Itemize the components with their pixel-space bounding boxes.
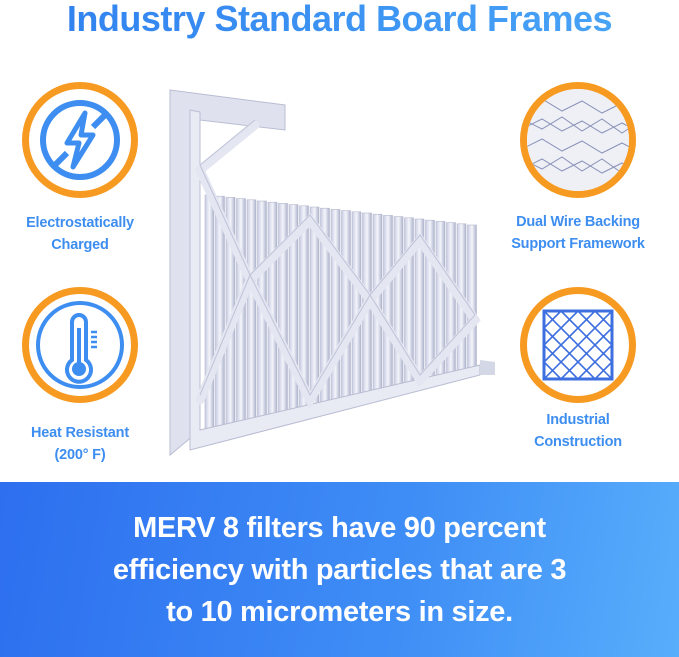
- filter-pleat: [278, 203, 288, 413]
- feature-label-electrostatic: Electrostatically Charged: [0, 212, 170, 256]
- label-line: Electrostatically: [26, 215, 134, 231]
- banner-line: efficiency with particles that are 3: [112, 554, 567, 586]
- label-line: (200° F): [54, 447, 106, 463]
- no-static-lightning-icon: [40, 100, 120, 180]
- wire-mesh-icon: [527, 89, 629, 191]
- feature-label-heat: Heat Resistant (200° F): [0, 422, 170, 466]
- filter-pleat: [383, 215, 393, 388]
- label-line: Heat Resistant: [31, 425, 129, 441]
- feature-label-wire: Dual Wire Backing Support Framework: [488, 211, 668, 255]
- electrostatic-badge: [22, 82, 138, 198]
- filter-pleat: [467, 224, 477, 369]
- industrial-badge: [520, 287, 636, 403]
- page-title: Industry Standard Board Frames: [0, 0, 679, 40]
- label-line: Support Framework: [511, 236, 645, 252]
- filter-pleat: [351, 211, 362, 396]
- label-line: Construction: [534, 434, 622, 450]
- banner-line: to 10 micrometers in size.: [166, 596, 513, 628]
- thermometer-icon: [36, 301, 124, 389]
- filter-pleat: [341, 210, 351, 398]
- filter-pleat: [393, 216, 404, 386]
- info-banner: MERV 8 filters have 90 percent efficienc…: [0, 482, 679, 657]
- filter-pleat: [267, 201, 278, 415]
- banner-line: MERV 8 filters have 90 percent: [133, 512, 546, 544]
- feature-label-industrial: Industrial Construction: [488, 409, 668, 453]
- label-line: Charged: [51, 237, 109, 253]
- air-filter-illustration: [169, 89, 495, 457]
- grid-frame-icon: [542, 309, 614, 381]
- merv-efficiency-text: MERV 8 filters have 90 percent efficienc…: [60, 507, 619, 633]
- filter-pleat: [246, 199, 257, 420]
- heat-resistant-badge: [22, 287, 138, 403]
- wire-backing-badge: [520, 82, 636, 198]
- label-line: Industrial: [546, 412, 610, 428]
- label-line: Dual Wire Backing: [516, 214, 640, 230]
